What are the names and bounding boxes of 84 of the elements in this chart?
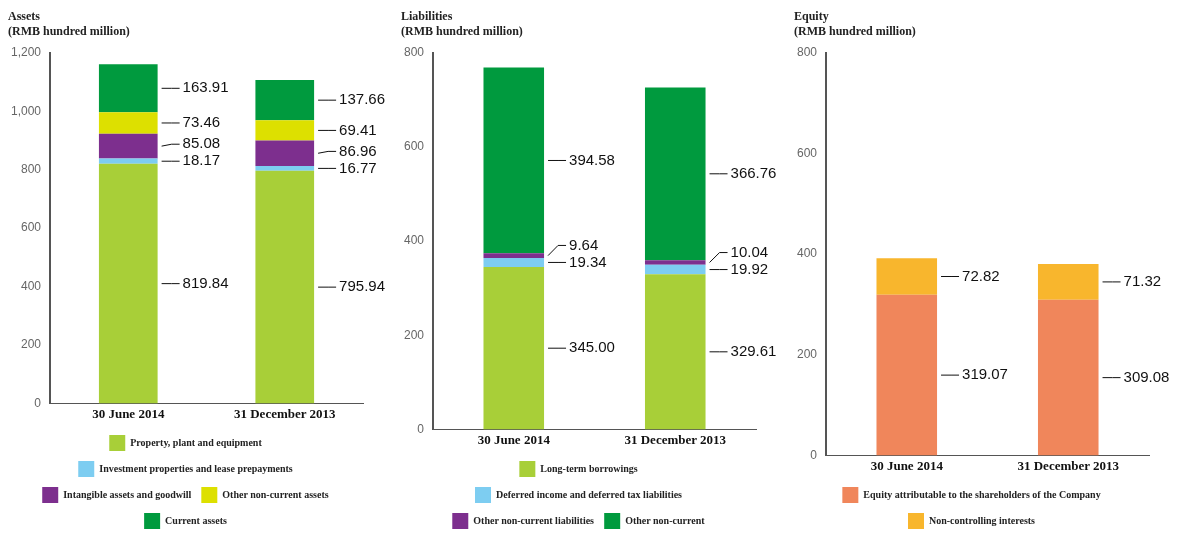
x-tick-label: 31 December 2013 [624, 431, 727, 447]
bar [255, 80, 315, 121]
bar [876, 258, 938, 295]
data-label: 319.07 [962, 365, 1008, 383]
y-tick-label: 0 [810, 447, 818, 462]
data-label: 366.76 [730, 163, 777, 181]
data-label: 137.66 [339, 90, 385, 108]
chart-title: Equity [794, 9, 829, 24]
y-tick-label: 1,200 [11, 45, 42, 60]
bar [483, 266, 545, 430]
data-label: 819.84 [182, 273, 229, 291]
data-label: 69.41 [339, 120, 377, 138]
bar [1037, 263, 1099, 300]
x-tick-label: 30 June 2014 [92, 405, 165, 421]
data-label: 71.32 [1123, 272, 1162, 290]
bar [1037, 299, 1099, 456]
y-tick-label: 400 [796, 246, 818, 261]
legend-label: Intangible assets and goodwill [63, 488, 192, 500]
bar [644, 260, 706, 265]
data-label: 73.46 [182, 113, 221, 131]
y-tick-label: 800 [403, 45, 425, 60]
chart-title: Assets [8, 9, 41, 24]
data-label: 86.96 [339, 141, 377, 159]
x-tick-label: 31 December 2013 [1017, 457, 1120, 473]
legend-label: Equity attributable to the shareholders of the Company [863, 488, 1101, 500]
bar [255, 165, 315, 171]
bar [98, 163, 158, 404]
data-label: 163.91 [182, 78, 229, 96]
x-tick-label: 30 June 2014 [870, 457, 944, 473]
y-tick-label: 600 [21, 220, 42, 235]
chart-subtitle: (RMB hundred million) [401, 23, 523, 38]
legend-label: Other non-current assets [222, 488, 329, 500]
data-label: 72.82 [962, 266, 1000, 284]
bar [98, 112, 158, 134]
y-tick-label: 200 [21, 337, 42, 352]
data-label: 309.08 [1123, 367, 1170, 385]
legend-label: Deferred income and deferred tax liabilities [496, 488, 683, 500]
y-tick-label: 200 [796, 347, 818, 362]
data-label: 19.92 [730, 259, 769, 277]
data-label: 19.34 [569, 252, 607, 270]
chart-subtitle: (RMB hundred million) [794, 23, 916, 38]
legend-label: Non-controlling interests [928, 514, 1036, 526]
data-label: 345.00 [569, 338, 615, 356]
data-label: 16.77 [339, 158, 377, 176]
y-tick-label: 600 [796, 145, 818, 160]
y-tick-label: 0 [417, 421, 425, 436]
bar [876, 294, 938, 456]
chart-title: Liabilities [401, 9, 453, 24]
bar [644, 87, 706, 261]
y-tick-label: 400 [21, 278, 42, 293]
bar [255, 140, 315, 166]
bar [483, 67, 545, 254]
x-tick-label: 31 December 2013 [233, 405, 337, 421]
bar [98, 64, 158, 113]
chart-subtitle: (RMB hundred million) [8, 23, 130, 38]
data-label: 329.61 [730, 341, 777, 359]
data-label: 10.04 [730, 242, 769, 260]
bar [255, 120, 315, 141]
legend-label: Property, plant and equipment [130, 436, 263, 448]
legend-label: Long-term borrowings [540, 462, 638, 474]
y-tick-label: 400 [403, 233, 425, 248]
bar [644, 274, 706, 430]
legend-label: Other non-current [625, 514, 706, 526]
bar [98, 133, 158, 159]
y-tick-label: 800 [21, 161, 42, 176]
bar [644, 264, 706, 275]
data-label: 85.08 [182, 134, 221, 152]
legend-label: Investment properties and lease prepayments [99, 462, 293, 474]
data-label: 9.64 [569, 235, 599, 253]
data-label: 394.58 [569, 150, 615, 168]
bar [483, 257, 545, 267]
y-tick-label: 1,000 [11, 103, 42, 118]
bar [483, 253, 545, 258]
y-tick-label: 0 [34, 395, 42, 410]
x-tick-label: 30 June 2014 [477, 431, 551, 447]
y-tick-label: 600 [403, 139, 425, 154]
y-tick-label: 800 [796, 45, 818, 60]
bar [255, 170, 315, 404]
legend-label: Current assets [165, 514, 227, 526]
y-tick-label: 200 [403, 327, 425, 342]
legend-label: Other non-current liabilities [473, 514, 595, 526]
bar [98, 158, 158, 164]
data-label: 18.17 [182, 151, 221, 169]
data-label: 795.94 [339, 277, 385, 295]
